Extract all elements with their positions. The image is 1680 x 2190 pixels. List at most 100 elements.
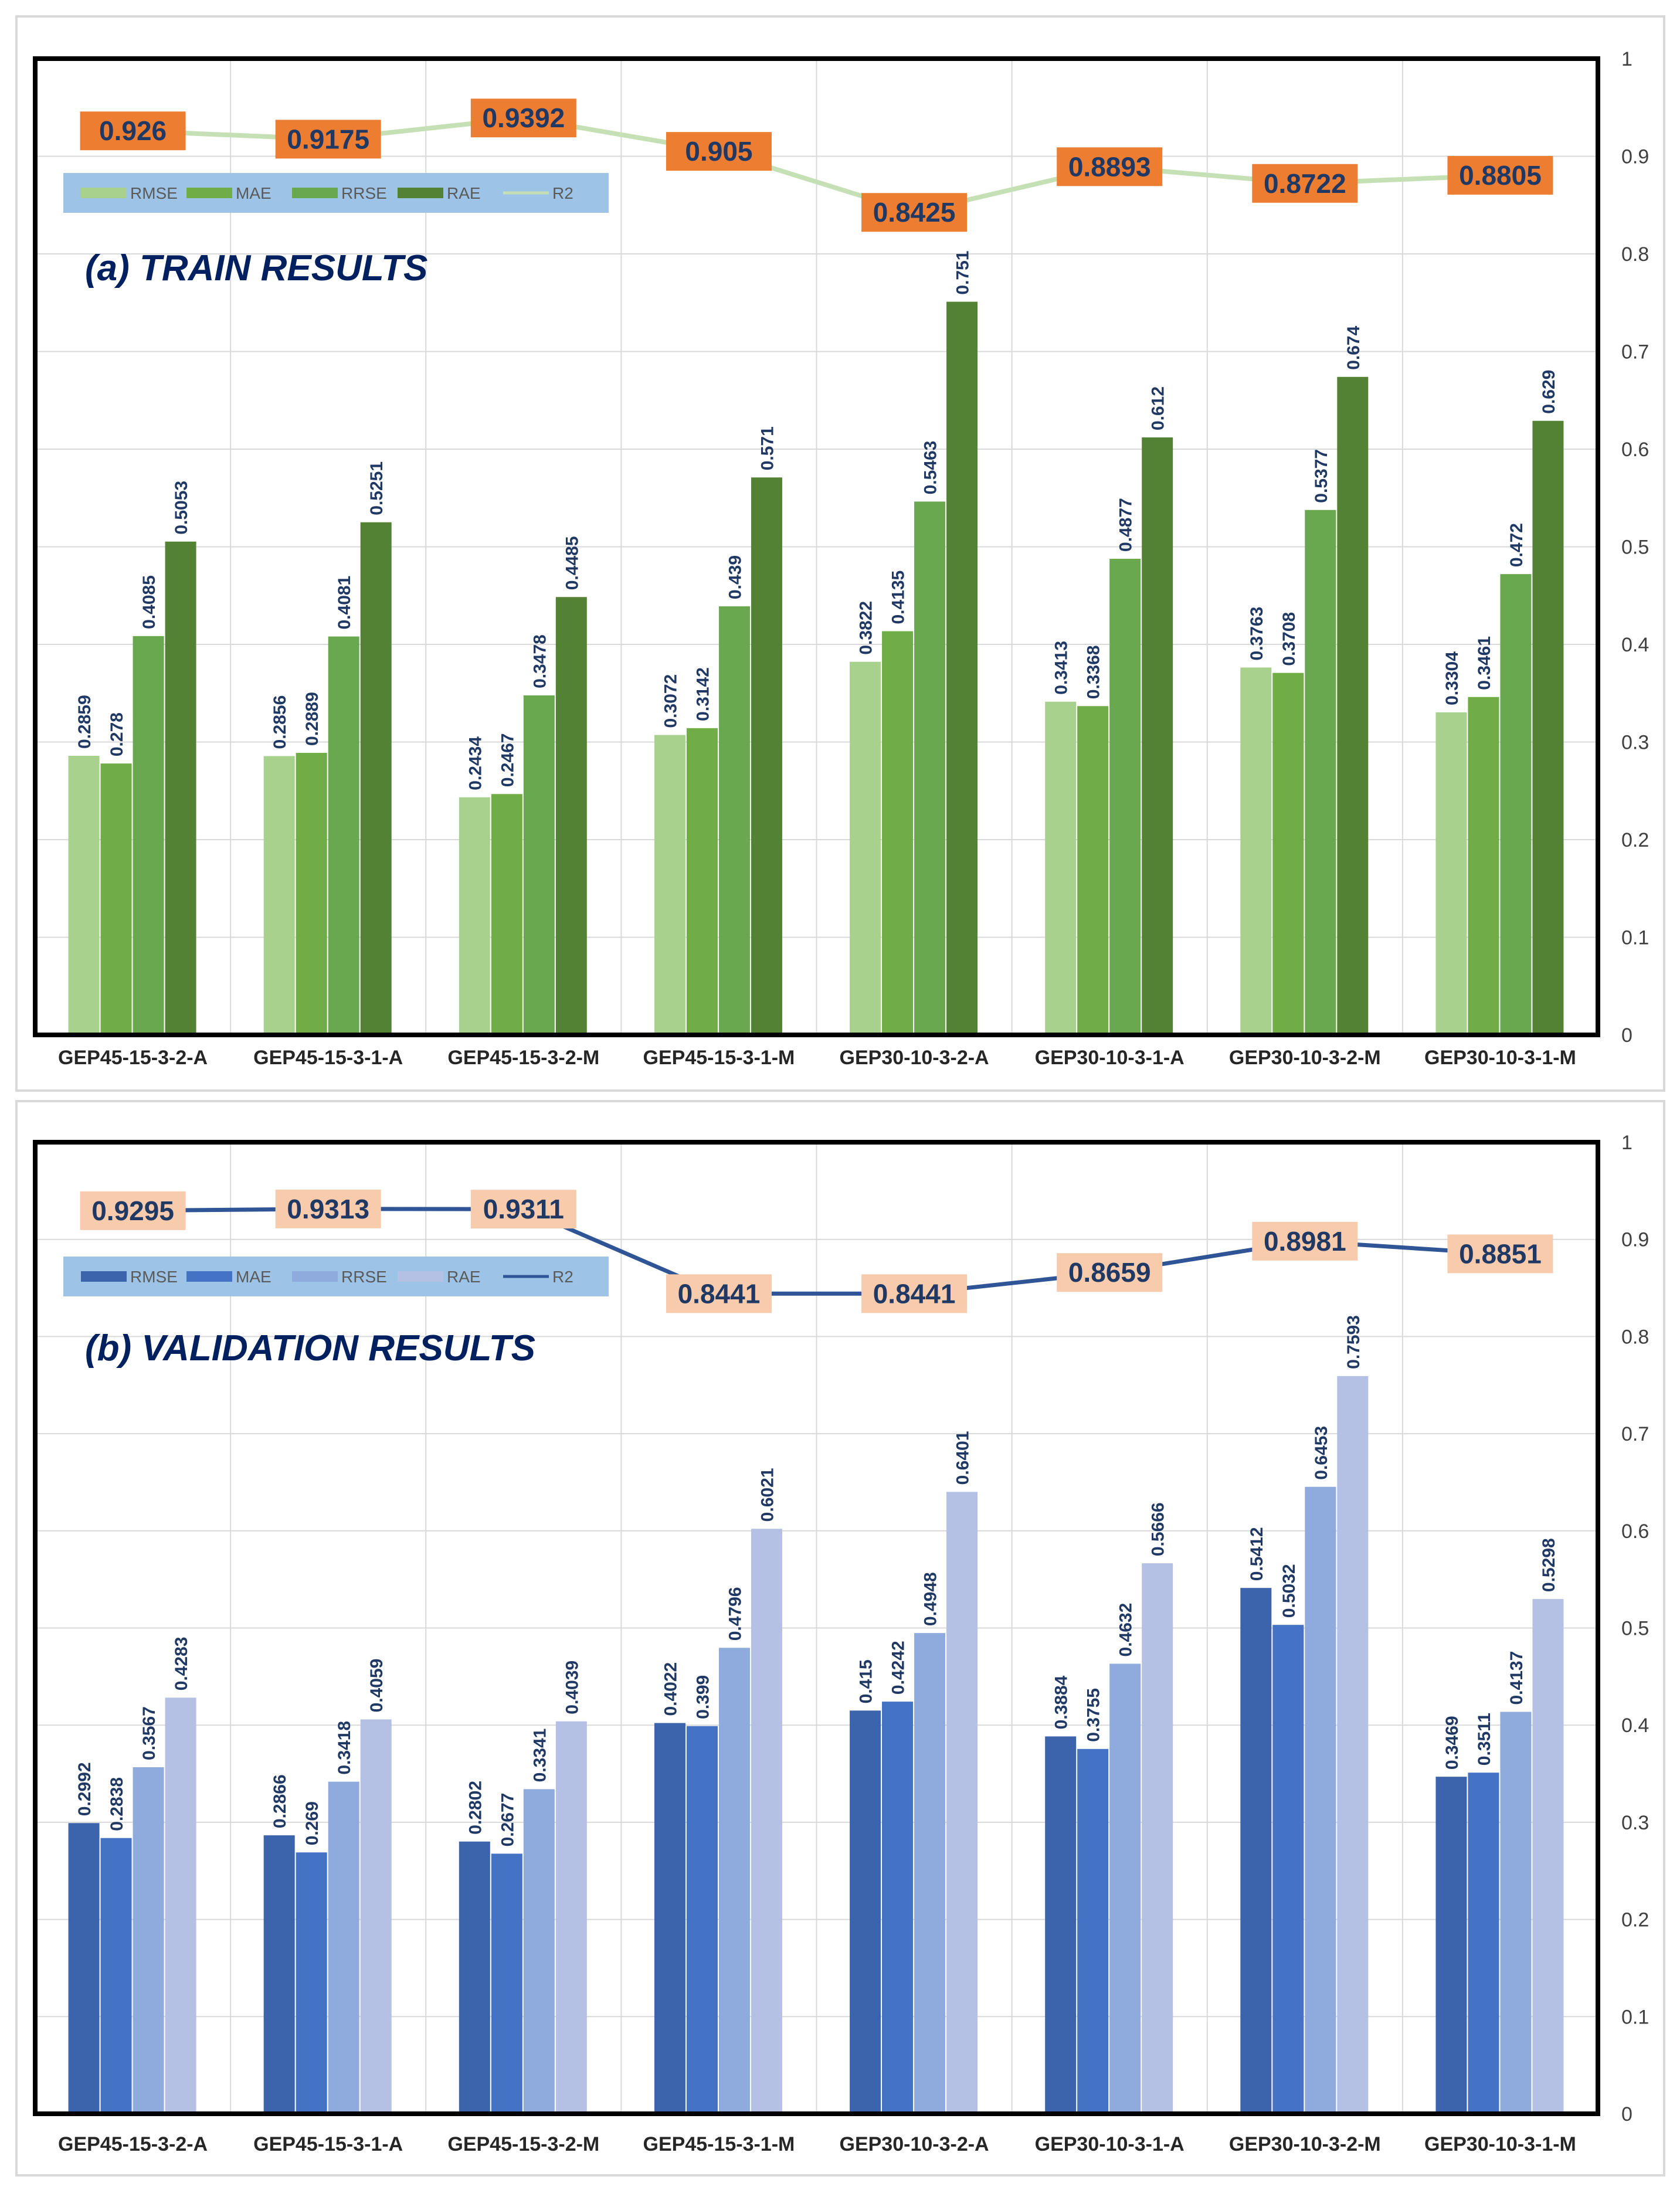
bar-rmse (459, 1841, 490, 2114)
r2-label-box (470, 99, 576, 138)
bar-value-label: 0.674 (1344, 325, 1363, 369)
bar-value-label: 0.5412 (1247, 1527, 1267, 1581)
bar-value-label: 0.3304 (1443, 651, 1462, 705)
bar-rrse (133, 636, 164, 1035)
r2-value-label: 0.9313 (287, 1194, 369, 1224)
bar-rae (1532, 1599, 1564, 2114)
bar-value-label: 0.4085 (140, 575, 159, 629)
bar-value-label: 0.7593 (1344, 1315, 1363, 1369)
bar-mae (491, 794, 522, 1035)
bar-rae (555, 597, 587, 1035)
bar-value-label: 0.3567 (140, 1706, 159, 1760)
y-tick-label: 0.1 (1621, 927, 1649, 949)
chart-title: (a) TRAIN RESULTS (85, 248, 427, 288)
r2-value-label: 0.8722 (1264, 168, 1346, 199)
bar-rrse (718, 1648, 750, 2114)
r2-label-box (80, 111, 186, 151)
x-tick-label: GEP30-10-3-2-M (1229, 2133, 1381, 2155)
bar-rmse (654, 1723, 685, 2114)
legend-label: RRSE (341, 1268, 387, 1286)
r2-value-label: 0.926 (99, 116, 167, 146)
bar-mae (1077, 706, 1109, 1035)
y-tick-label: 0.9 (1621, 146, 1649, 168)
bar-rrse (1500, 574, 1532, 1035)
x-tick-label: GEP30-10-3-1-M (1424, 2133, 1576, 2155)
r2-value-label: 0.8893 (1068, 151, 1151, 182)
y-tick-label: 0.3 (1621, 1812, 1649, 1834)
bar-value-label: 0.2889 (303, 692, 322, 746)
bar-rrse (133, 1767, 164, 2114)
r2-value-label: 0.905 (685, 136, 752, 167)
r2-value-label: 0.8981 (1264, 1226, 1346, 1257)
bar-rrse (523, 695, 555, 1035)
bar-value-label: 0.3418 (335, 1721, 354, 1775)
x-tick-label: GEP45-15-3-2-M (447, 1047, 599, 1069)
bar-rmse (1045, 1736, 1077, 2114)
bar-rrse (328, 1781, 359, 2114)
bar-value-label: 0.629 (1539, 370, 1559, 414)
bar-value-label: 0.4137 (1507, 1651, 1526, 1705)
r2-label-box (1252, 164, 1358, 203)
plot-frame (33, 1140, 1600, 2116)
y-tick-label: 0 (1621, 2103, 1633, 2126)
bar-value-label: 0.612 (1149, 386, 1168, 430)
bar-value-label: 0.2856 (270, 695, 290, 749)
bar-value-label: 0.4877 (1116, 498, 1136, 552)
legend-swatch-mae (186, 188, 232, 198)
bar-mae (296, 1852, 327, 2114)
bar-value-label: 0.3469 (1443, 1716, 1462, 1770)
bar-value-label: 0.4485 (562, 536, 582, 590)
r2-value-label: 0.8805 (1459, 160, 1542, 191)
bar-value-label: 0.751 (953, 251, 973, 295)
r2-label-box (1447, 155, 1553, 195)
bar-value-label: 0.2802 (466, 1781, 485, 1835)
bar-value-label: 0.415 (857, 1659, 876, 1703)
bar-value-label: 0.4039 (562, 1661, 582, 1714)
r2-label-box (470, 1190, 576, 1229)
legend-swatch-rrse (292, 188, 338, 198)
bar-value-label: 0.4796 (725, 1587, 745, 1641)
x-tick-label: GEP45-15-3-1-A (253, 1047, 403, 1069)
bar-rmse (459, 797, 490, 1035)
bar-rrse (523, 1789, 555, 2114)
bar-value-label: 0.5032 (1279, 1564, 1299, 1618)
bar-value-label: 0.3884 (1052, 1675, 1071, 1729)
bar-value-label: 0.3072 (661, 674, 680, 728)
x-tick-label: GEP45-15-3-2-M (447, 2133, 599, 2155)
bar-rmse (1045, 701, 1077, 1035)
r2-value-label: 0.8441 (678, 1278, 761, 1309)
bar-value-label: 0.3413 (1052, 641, 1071, 695)
bar-rmse (1240, 667, 1272, 1035)
r2-label-box (275, 1189, 381, 1228)
legend: RMSE MAE RRSE RAE R2 (63, 1257, 609, 1296)
r2-label-box (275, 120, 381, 159)
bar-value-label: 0.472 (1507, 523, 1526, 567)
bar-value-label: 0.269 (303, 1801, 322, 1845)
r2-label-box (80, 1191, 186, 1230)
bar-mae (1077, 1748, 1109, 2114)
bar-value-label: 0.3822 (857, 601, 876, 655)
legend-label: RMSE (130, 184, 178, 202)
y-tick-label: 0.7 (1621, 1423, 1649, 1445)
x-tick-label: GEP30-10-3-2-M (1229, 1047, 1381, 1069)
y-tick-label: 1 (1621, 1132, 1633, 1154)
y-tick-label: 1 (1621, 48, 1633, 70)
bar-rmse (263, 1835, 295, 2114)
bar-rae (946, 301, 978, 1035)
bar-rae (1337, 376, 1369, 1035)
bar-rmse (1435, 1777, 1467, 2114)
r2-value-label: 0.8425 (873, 197, 956, 228)
bar-value-label: 0.3341 (530, 1729, 549, 1782)
bar-value-label: 0.5298 (1539, 1538, 1559, 1592)
bar-value-label: 0.278 (107, 712, 127, 756)
bar-rae (165, 541, 196, 1035)
legend-swatch-rrse (292, 1271, 338, 1282)
bar-mae (491, 1853, 522, 2114)
bar-rmse (850, 1710, 881, 2114)
y-tick-label: 0.9 (1621, 1229, 1649, 1251)
plot-frame (33, 56, 1600, 1037)
legend-label: MAE (236, 1268, 271, 1286)
y-tick-label: 0.2 (1621, 829, 1649, 851)
r2-label-box (1057, 147, 1163, 186)
legend-label: RAE (447, 1268, 481, 1286)
